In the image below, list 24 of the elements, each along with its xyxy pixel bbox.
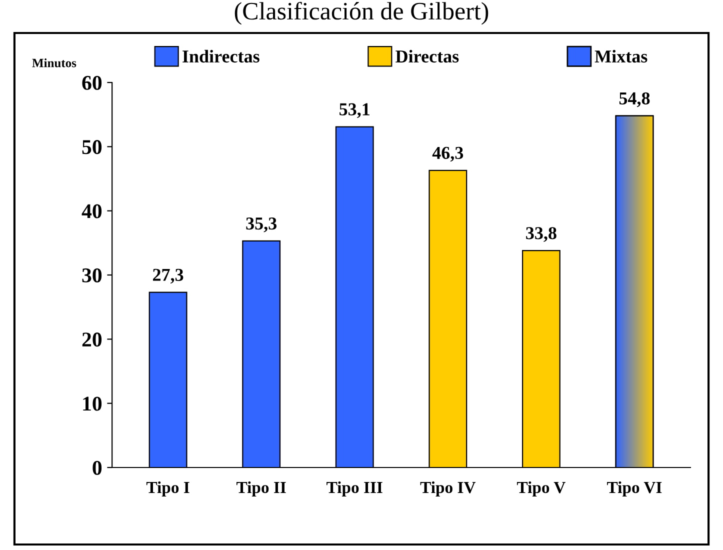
x-tick-label: Tipo II [236, 481, 286, 497]
x-tick-label: Tipo I [146, 481, 190, 497]
y-tick-label: 60 [82, 76, 102, 90]
text: 54,8 [619, 92, 650, 108]
text: 27,3 [153, 268, 184, 284]
text: 33,8 [526, 227, 556, 242]
x-tick-label: Tipo IV [420, 481, 476, 497]
x-tick-label: Tipo V [516, 481, 566, 497]
x-tick-label: Tipo III [326, 481, 382, 497]
x-tick-label: Tipo VI [607, 481, 662, 497]
legend-label: Indirectas [182, 50, 260, 63]
y-tick-label: 30 [82, 268, 102, 282]
text: 35,3 [246, 217, 277, 232]
legend-label: Mixtas [594, 50, 648, 63]
y-tick-label: 0 [92, 460, 102, 475]
legend-label: Directas [396, 50, 459, 63]
text: 46,3 [432, 146, 464, 162]
y-tick-label: 50 [82, 140, 102, 154]
text: 53,1 [340, 103, 370, 118]
y-tick-label: 40 [82, 204, 102, 218]
y-tick-label: 20 [82, 332, 102, 347]
chart-title: (Clasificación de Gilbert) [234, 2, 488, 25]
y-axis-title: Minutos [32, 58, 76, 68]
y-tick-label: 10 [83, 396, 102, 411]
